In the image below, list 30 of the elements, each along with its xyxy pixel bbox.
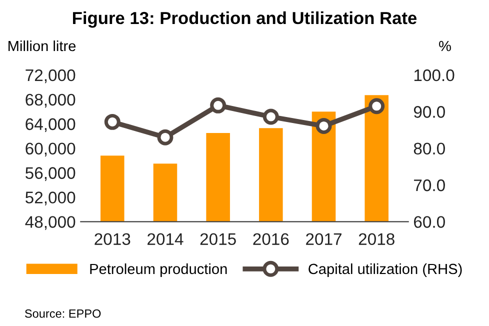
y-tick-label: 68,000 xyxy=(26,94,76,108)
y2-tick-label: 70.0 xyxy=(414,179,445,192)
y2-tick-label: 90.0 xyxy=(414,106,445,118)
y-tick-label: 56,000 xyxy=(26,167,76,181)
y2-tick-label: 80.0 xyxy=(414,142,445,155)
x-tick-label: 2013 xyxy=(94,233,130,246)
x-tick-label: 2018 xyxy=(358,233,394,246)
y-axis-title: Million litre xyxy=(8,40,76,52)
point xyxy=(316,118,332,134)
y-tick-label: 48,000 xyxy=(25,216,76,230)
source-note: Source: EPPO xyxy=(24,309,101,318)
y2-tick-label: 60.0 xyxy=(414,216,445,228)
point xyxy=(157,129,174,146)
x-tick-label: 2015 xyxy=(200,233,236,246)
legend-label: Petroleum production xyxy=(90,263,227,278)
y-tick-label: 72,000 xyxy=(26,69,76,84)
point xyxy=(210,97,226,114)
y-tick-label: 52,000 xyxy=(26,192,76,206)
point xyxy=(262,108,279,125)
x-tick-label: 2016 xyxy=(253,233,289,246)
point xyxy=(104,114,120,130)
chart-title: Figure 13: Production and Utilization Rate xyxy=(73,11,417,28)
legend-label: Capital utilization (RHS) xyxy=(308,263,462,278)
point xyxy=(368,98,385,114)
y2-tick-label: 100.0 xyxy=(414,69,454,82)
y2-axis-title: % xyxy=(439,40,451,52)
x-tick-label: 2014 xyxy=(148,233,184,246)
x-tick-label: 2017 xyxy=(306,233,342,246)
y-tick-label: 60,000 xyxy=(26,142,76,156)
y-tick-label: 64,000 xyxy=(26,118,76,132)
